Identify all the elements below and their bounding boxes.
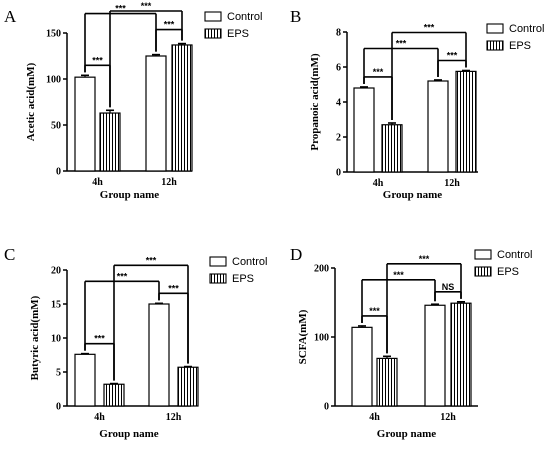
panel-b-sig-label: *** bbox=[396, 39, 407, 49]
panel-b-y-tick-label: 4 bbox=[336, 98, 341, 109]
panel-b-y-axis-title: Propanoic acid(mM) bbox=[309, 53, 321, 151]
panel-a-sig-label: *** bbox=[141, 1, 152, 11]
panel-d-bar-control-4h bbox=[351, 326, 373, 407]
panel-a-x-tick-label: 12h bbox=[161, 177, 177, 188]
panel-d-x-tick-label: 4h bbox=[369, 412, 380, 423]
panel-a-bar-control-12h bbox=[145, 55, 167, 172]
panel-a-sig-label: *** bbox=[164, 20, 175, 30]
panel-b-y-tick-label: 8 bbox=[336, 28, 341, 39]
panel-c-legend-swatch-control bbox=[209, 256, 227, 267]
panel-a-legend-swatch-control bbox=[204, 11, 222, 22]
panel-b-x-tick-label: 4h bbox=[373, 178, 384, 189]
panel-c-x-axis-title: Group name bbox=[99, 428, 159, 440]
panel-d-sig-label: *** bbox=[369, 306, 380, 316]
panel-d-legend-label-eps: EPS bbox=[497, 266, 519, 278]
panel-a-bar-eps-4h bbox=[99, 112, 121, 172]
panel-d-y-tick-label: 0 bbox=[324, 402, 329, 413]
panel-c-legend-swatch-eps bbox=[209, 273, 227, 284]
panel-c-legend-label-control: Control bbox=[232, 256, 267, 268]
panel-d-legend-swatch-control bbox=[474, 249, 492, 260]
panel-d-x-axis-title: Group name bbox=[377, 428, 437, 440]
panel-b-legend-swatch-eps bbox=[486, 40, 504, 51]
panel-b-bar-eps-4h bbox=[381, 124, 403, 173]
panel-a-y-tick-label: 100 bbox=[46, 75, 61, 86]
panel-c-y-axis-title: Butyric acid(mM) bbox=[29, 295, 41, 380]
panel-d-y-tick-label: 100 bbox=[314, 333, 329, 344]
panel-b-letter: B bbox=[290, 7, 301, 26]
panel-d-bar-eps-12h bbox=[450, 302, 472, 407]
panel-c-sig-label: *** bbox=[146, 255, 157, 265]
panel-a-legend-label-eps: EPS bbox=[227, 28, 249, 40]
panel-c-bar-eps-4h bbox=[103, 383, 125, 407]
panel-c-y-tick-label: 10 bbox=[51, 334, 61, 345]
panel-b-sig-label: *** bbox=[373, 67, 384, 77]
panel-c-bar-control-4h bbox=[74, 353, 96, 407]
panel-c-bar-eps-12h bbox=[177, 366, 199, 407]
panel-a-y-tick-label: 50 bbox=[51, 121, 61, 132]
panel-c-y-tick-label: 15 bbox=[51, 300, 61, 311]
panel-c-legend-label-eps: EPS bbox=[232, 273, 254, 285]
panel-c-x-tick-label: 4h bbox=[94, 412, 105, 423]
panel-a-x-axis-title: Group name bbox=[100, 189, 160, 201]
panel-d-x-tick-label: 12h bbox=[440, 412, 456, 423]
panel-d-legend-label-control: Control bbox=[497, 249, 532, 261]
panel-a-legend-label-control: Control bbox=[227, 11, 262, 23]
panel-a-letter: A bbox=[4, 7, 17, 26]
panel-b-legend-label-eps: EPS bbox=[509, 40, 531, 52]
panel-b-legend-label-control: Control bbox=[509, 23, 544, 35]
panel-a-y-tick-label: 150 bbox=[46, 29, 61, 40]
panel-b-legend-swatch-control bbox=[486, 23, 504, 34]
panel-c-bar-control-12h bbox=[148, 303, 170, 407]
panel-b-x-axis-title: Group name bbox=[383, 189, 443, 201]
panel-a-sig-label: *** bbox=[92, 55, 103, 65]
panel-b-sig-label: *** bbox=[424, 23, 435, 33]
panel-b-x-tick-label: 12h bbox=[444, 178, 460, 189]
panel-d-legend-swatch-eps bbox=[474, 266, 492, 277]
panel-d-sig-label: *** bbox=[393, 270, 404, 280]
panel-b-bar-eps-12h bbox=[455, 70, 477, 173]
panel-a-y-tick-label: 0 bbox=[56, 167, 61, 178]
panel-b-sig-label: *** bbox=[447, 51, 458, 61]
panel-d-bar-control-12h bbox=[424, 304, 446, 407]
panel-d-bar-eps-4h bbox=[376, 357, 398, 407]
panel-d-sig-label: NS bbox=[442, 282, 455, 292]
panel-a-legend-swatch-eps bbox=[204, 28, 222, 39]
panel-a-bar-control-4h bbox=[74, 76, 96, 172]
panel-a-x-tick-label: 4h bbox=[92, 177, 103, 188]
panel-c-y-tick-label: 0 bbox=[56, 402, 61, 413]
panel-d-sig-label: *** bbox=[419, 254, 430, 264]
panel-b-bar-control-12h bbox=[427, 80, 449, 173]
panel-a-bar-eps-12h bbox=[171, 44, 193, 172]
panel-b-y-tick-label: 0 bbox=[336, 168, 341, 179]
panel-c-y-tick-label: 5 bbox=[56, 368, 61, 379]
panel-d-y-tick-label: 200 bbox=[314, 264, 329, 275]
panel-b-y-tick-label: 2 bbox=[336, 133, 341, 144]
panel-c-letter: C bbox=[4, 245, 15, 264]
panel-c-x-tick-label: 12h bbox=[166, 412, 182, 423]
panel-a-sig-label: *** bbox=[115, 4, 126, 14]
panel-a-y-axis-title: Acetic acid(mM) bbox=[25, 62, 37, 141]
panel-b-y-tick-label: 6 bbox=[336, 63, 341, 74]
panel-c-sig-label: *** bbox=[94, 334, 105, 344]
panel-b-bar-control-4h bbox=[353, 87, 375, 173]
panel-c-y-tick-label: 20 bbox=[51, 266, 61, 277]
panel-d-letter: D bbox=[290, 245, 302, 264]
panel-d-y-axis-title: SCFA(mM) bbox=[297, 309, 309, 364]
panel-c-sig-label: *** bbox=[117, 271, 128, 281]
panel-c-sig-label: *** bbox=[168, 283, 179, 293]
